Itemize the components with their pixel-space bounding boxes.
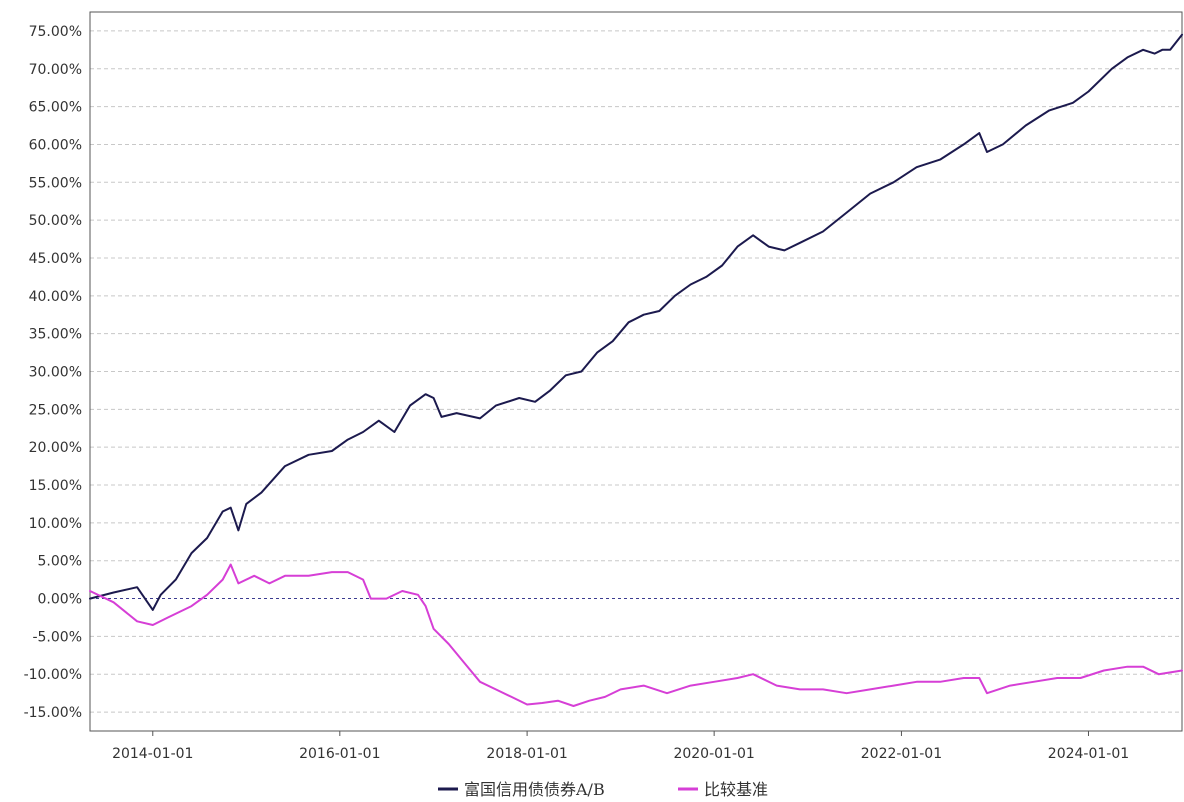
series-lines bbox=[89, 33, 1183, 707]
plot-frame bbox=[89, 11, 1183, 732]
y-tick-label: 75.00% bbox=[29, 24, 82, 40]
y-tick-label: 35.00% bbox=[29, 327, 82, 343]
y-tick-label: 55.00% bbox=[29, 175, 82, 191]
x-tick-label: 2022-01-01 bbox=[861, 746, 942, 762]
y-tick-label: 10.00% bbox=[29, 516, 82, 532]
y-tick-label: 15.00% bbox=[29, 478, 82, 494]
axes bbox=[89, 11, 1183, 732]
x-axis-ticks: 2014-01-01 2016-01-01 2018-01-01 2020-01-01… bbox=[112, 731, 1129, 762]
legend: 富国信用债债券A/B 比较基准 bbox=[438, 780, 768, 799]
y-tick-label: 70.00% bbox=[29, 62, 82, 78]
x-tick-label: 2014-01-01 bbox=[112, 746, 193, 762]
y-tick-label: 60.00% bbox=[29, 137, 82, 153]
legend-label-benchmark: 比较基准 bbox=[704, 780, 768, 798]
y-tick-label: 25.00% bbox=[29, 402, 82, 418]
legend-label-fund: 富国信用债债券A/B bbox=[464, 780, 605, 798]
x-tick-label: 2024-01-01 bbox=[1048, 746, 1129, 762]
series-line-benchmark bbox=[89, 563, 1183, 707]
y-tick-label: 65.00% bbox=[29, 100, 82, 116]
x-tick-label: 2018-01-01 bbox=[486, 746, 567, 762]
y-tick-label: 5.00% bbox=[38, 554, 82, 570]
y-tick-label: 0.00% bbox=[38, 592, 82, 608]
y-tick-label: -15.00% bbox=[24, 705, 82, 721]
y-tick-label: -5.00% bbox=[32, 629, 82, 645]
y-tick-label: 50.00% bbox=[29, 213, 82, 229]
x-tick-label: 2016-01-01 bbox=[299, 746, 380, 762]
y-tick-label: 45.00% bbox=[29, 251, 82, 267]
y-tick-label: -10.00% bbox=[24, 667, 82, 683]
series-line-fund bbox=[89, 33, 1183, 611]
grid-lines bbox=[90, 30, 1182, 713]
y-axis-ticks: 75.00% 70.00% 65.00% 60.00% 55.00% 50.00% 45.0… bbox=[24, 24, 82, 721]
y-tick-label: 20.00% bbox=[29, 440, 82, 456]
x-tick-label: 2020-01-01 bbox=[673, 746, 754, 762]
y-tick-label: 40.00% bbox=[29, 289, 82, 305]
y-tick-label: 30.00% bbox=[29, 365, 82, 381]
